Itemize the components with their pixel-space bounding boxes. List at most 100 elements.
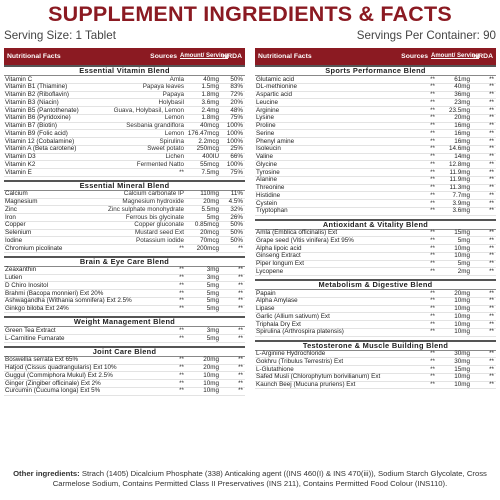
- ingredient-name: Brahmi (Bacopa monnieri) Ext 20%: [5, 289, 104, 297]
- ingredient-source: Amla: [169, 75, 184, 83]
- ingredient-source: Sesbania grandiflora: [126, 122, 184, 129]
- ingredient-rda: 25%: [230, 145, 243, 153]
- ingredient-name: Zeaxanthin: [5, 266, 37, 274]
- ingredient-source: **: [430, 312, 435, 320]
- ingredient-row: Isoleucin ** 14.6mg **: [255, 145, 496, 154]
- page-title: SUPPLEMENT INGREDIENTS & FACTS: [48, 2, 452, 26]
- ingredient-source: **: [430, 365, 435, 373]
- ingredient-amount: 3.9mg: [452, 199, 470, 207]
- ingredient-rda: 48%: [230, 106, 243, 114]
- ingredient-source: Ferrous bis glycinate: [125, 213, 184, 221]
- ingredient-rda: 50%: [230, 236, 243, 244]
- ingredient-source: **: [179, 387, 184, 395]
- ingredient-source: **: [179, 266, 184, 274]
- ingredient-rda: 50%: [230, 229, 243, 236]
- ingredient-amount: 20mg: [203, 364, 219, 371]
- ingredient-rda: **: [489, 373, 494, 381]
- other-ingredients-label: Other ingredients:: [13, 469, 80, 478]
- ingredient-name: Kaunch Beej (Mucuna pruriens) Ext: [256, 381, 356, 388]
- ingredient-source: Papaya: [162, 91, 184, 98]
- ingredient-amount: 110mg: [200, 190, 219, 198]
- ingredient-amount: 16mg: [454, 137, 470, 145]
- ingredient-rda: **: [489, 289, 494, 297]
- ingredient-amount: 10mg: [454, 328, 470, 336]
- ingredient-row: Leucine ** 23mg **: [255, 99, 496, 107]
- ingredient-rda: **: [489, 320, 494, 328]
- ingredient-name: Piper longum Ext: [256, 260, 304, 267]
- ingredient-amount: 11.9mg: [449, 176, 470, 184]
- header-nutritional-facts: Nutritional Facts: [258, 53, 312, 60]
- ingredient-source: **: [179, 334, 184, 342]
- ingredient-rda: 83%: [230, 83, 243, 91]
- ingredient-name: Glycine: [256, 160, 277, 168]
- ingredient-row: Phenyl amine ** 16mg **: [255, 138, 496, 146]
- ingredient-rda: **: [489, 176, 494, 184]
- ingredient-source: Lemon: [164, 129, 184, 137]
- ingredient-amount: 10mg: [203, 379, 219, 387]
- ingredient-name: Vitamin B6 (Pyridoxine): [5, 114, 71, 122]
- ingredient-amount: 23.5mg: [448, 106, 470, 114]
- ingredient-name: Cystein: [256, 199, 277, 207]
- ingredient-name: Vitamin B1 (Thiamine): [5, 83, 68, 91]
- ingredient-rda: 72%: [230, 91, 243, 98]
- ingredient-rda: **: [238, 244, 243, 252]
- ingredient-name: Gokhru (Tribulus Terrestris) Ext: [256, 357, 344, 365]
- ingredient-name: Lipase: [256, 305, 275, 312]
- ingredient-row: Lutien ** 3mg **: [4, 274, 245, 283]
- ingredient-rda: 100%: [226, 160, 243, 168]
- ingredient-source: **: [179, 168, 184, 176]
- header-sources: Sources: [401, 53, 428, 60]
- ingredient-amount: 176.47mcg: [187, 129, 219, 137]
- ingredient-name: Curcumin (Cucuma longa) Ext 5%: [5, 387, 101, 395]
- ingredient-name: Histidine: [256, 191, 281, 199]
- ingredient-source: **: [430, 168, 435, 176]
- ingredient-row: Threonine ** 11.3mg **: [255, 184, 496, 193]
- ingredient-row: Gokhru (Tribulus Terrestris) Ext ** 30mg **: [255, 358, 496, 366]
- ingredient-amount: 40mcg: [200, 122, 219, 129]
- ingredient-name: Threonine: [256, 184, 285, 191]
- ingredient-rda: **: [489, 229, 494, 236]
- ingredient-amount: 3mg: [206, 274, 219, 281]
- header-amount-per-serving: Amount/ Serving: [180, 53, 229, 60]
- ingredient-row: Glutamic acid ** 61mg **: [255, 76, 496, 84]
- ingredient-name: Vitamin A (Beta carotene): [5, 145, 77, 153]
- ingredient-source: **: [430, 160, 435, 168]
- ingredient-amount: 7.5mg: [201, 168, 219, 176]
- ingredient-amount: 10mg: [454, 320, 470, 328]
- servings-per-container: Servings Per Container: 90: [356, 29, 496, 42]
- ingredient-row: Vitamin B2 (Riboflavin) Papaya 1.8mg 72%: [4, 91, 245, 100]
- ingredient-amount: 10mg: [203, 387, 219, 395]
- ingredient-source: **: [430, 244, 435, 252]
- ingredient-amount: 0.85mcg: [194, 221, 219, 229]
- ingredient-rda: **: [238, 274, 243, 281]
- header-sources: Sources: [150, 53, 177, 60]
- ingredient-row: Valine ** 14mg **: [255, 153, 496, 162]
- ingredient-source: **: [430, 381, 435, 388]
- ingredient-name: D Chiro Inositol: [5, 281, 49, 289]
- other-ingredients: Other ingredients: Strach (1405) Dicalci…: [4, 469, 496, 488]
- ingredient-rda: **: [238, 387, 243, 395]
- ingredient-amount: 30mg: [454, 350, 470, 357]
- ingredient-source: **: [430, 267, 435, 275]
- ingredient-rda: **: [489, 191, 494, 199]
- ingredient-row: Zeaxanthin ** 3mg **: [4, 266, 245, 275]
- ingredient-rda: **: [489, 365, 494, 373]
- ingredient-row: Vitamin K2 Fermented Natto 55mcg 100%: [4, 161, 245, 169]
- ingredient-rda: **: [489, 199, 494, 207]
- ingredient-row: Vitamin B5 (Pantothenate) Guava, Holybasi…: [4, 107, 245, 115]
- blend-title: Metabolism & Digestive Blend: [255, 279, 496, 290]
- ingredient-source: **: [179, 281, 184, 289]
- ingredient-rda: 100%: [226, 137, 243, 145]
- ingredient-name: Vitamin B2 (Riboflavin): [5, 91, 69, 98]
- ingredient-amount: 10mg: [454, 305, 470, 312]
- blend-title: Sports Performance Blend: [255, 65, 496, 76]
- ingredient-row: Zinc Zinc sulphate monohydrate 5.5mg 32%: [4, 206, 245, 214]
- right-facts-column: Nutritional Facts Sources Amount/ Serving%…: [255, 48, 496, 390]
- ingredient-source: Sweet potato: [147, 145, 184, 153]
- ingredient-row: Kaunch Beej (Mucuna pruriens) Ext ** 10mg *…: [255, 381, 496, 390]
- ingredient-source: **: [430, 252, 435, 260]
- ingredient-source: **: [430, 289, 435, 297]
- ingredient-amount: 5mg: [206, 305, 219, 312]
- ingredient-amount: 3mg: [206, 266, 219, 274]
- ingredient-rda: 75%: [230, 114, 243, 122]
